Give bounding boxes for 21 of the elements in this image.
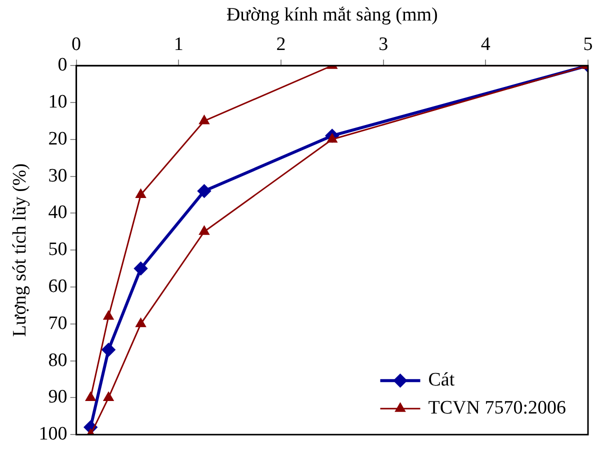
legend-label: TCVN 7570:2006 <box>428 398 566 419</box>
y-tick-label: 40 <box>48 202 68 224</box>
y-tick-label: 20 <box>48 128 68 150</box>
x-tick-label: 5 <box>583 34 593 56</box>
y-tick-label: 80 <box>48 350 68 371</box>
y-tick-label: 0 <box>58 54 68 76</box>
x-tick-label: 3 <box>378 34 388 56</box>
y-tick-label: 90 <box>48 386 68 408</box>
y-tick-label: 70 <box>48 312 68 334</box>
legend-label: Cát <box>428 370 456 391</box>
x-tick-label: 4 <box>480 34 491 56</box>
y-tick-label: 50 <box>48 239 68 260</box>
x-tick-label: 1 <box>174 34 184 56</box>
x-axis-title: Đường kính mắt sàng (mm) <box>226 4 438 26</box>
y-tick-label: 10 <box>48 91 68 112</box>
y-tick-label: 100 <box>38 424 68 445</box>
y-tick-label: 60 <box>48 276 68 297</box>
x-tick-label: 0 <box>72 34 82 56</box>
x-tick-label: 2 <box>276 34 286 56</box>
y-axis-title: Lượng sót tích lũy (%) <box>9 163 30 337</box>
y-tick-label: 30 <box>48 165 68 186</box>
